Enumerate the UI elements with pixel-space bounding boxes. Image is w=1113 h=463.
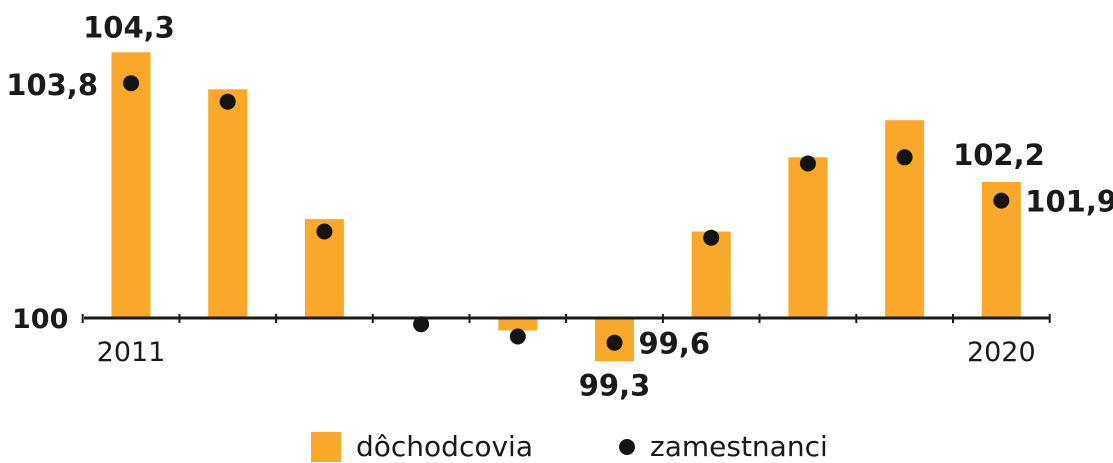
baseline-label: 100 (12, 304, 68, 335)
point-2014 (413, 316, 430, 333)
bar-2011 (111, 52, 151, 319)
data-label-2020-bar: 102,2 (953, 138, 1045, 172)
legend-label-point: zamestnanci (650, 430, 828, 463)
data-label-2020-point: 101,9 (1025, 185, 1113, 219)
point-2020 (993, 192, 1010, 209)
point-2017 (703, 229, 720, 246)
x-tick-label-2011: 2011 (97, 337, 166, 368)
x-tick-label-2020: 2020 (967, 337, 1036, 368)
data-label-2016-point: 99,6 (639, 327, 711, 361)
x-axis (81, 314, 1051, 323)
point-2019 (896, 149, 913, 166)
bar-2017 (691, 231, 731, 318)
bar-2015 (498, 318, 538, 331)
point-2016 (606, 334, 623, 351)
data-label-2011-bar: 104,3 (83, 10, 175, 44)
data-label-2016-bar: 99,3 (579, 368, 651, 402)
legend-swatch-point (619, 439, 635, 455)
point-2012 (219, 93, 236, 110)
legend-label-bar: dôchodcovia (356, 430, 533, 463)
point-2011 (123, 75, 139, 92)
point-2015 (509, 328, 526, 345)
points-layer (123, 75, 1010, 351)
bars-layer (111, 52, 1021, 362)
legend: dôchodcovia zamestnanci (311, 430, 828, 463)
point-2013 (316, 223, 333, 240)
data-label-2011-point: 103,8 (6, 68, 98, 102)
bar-2018 (788, 157, 828, 318)
legend-swatch-bar (311, 432, 341, 462)
point-2018 (799, 155, 816, 172)
bar-2012 (208, 89, 248, 318)
labels-layer: 100 2011 2020 104,3 103,8 99,3 99,6 102,2 101,9 (6, 10, 1113, 402)
